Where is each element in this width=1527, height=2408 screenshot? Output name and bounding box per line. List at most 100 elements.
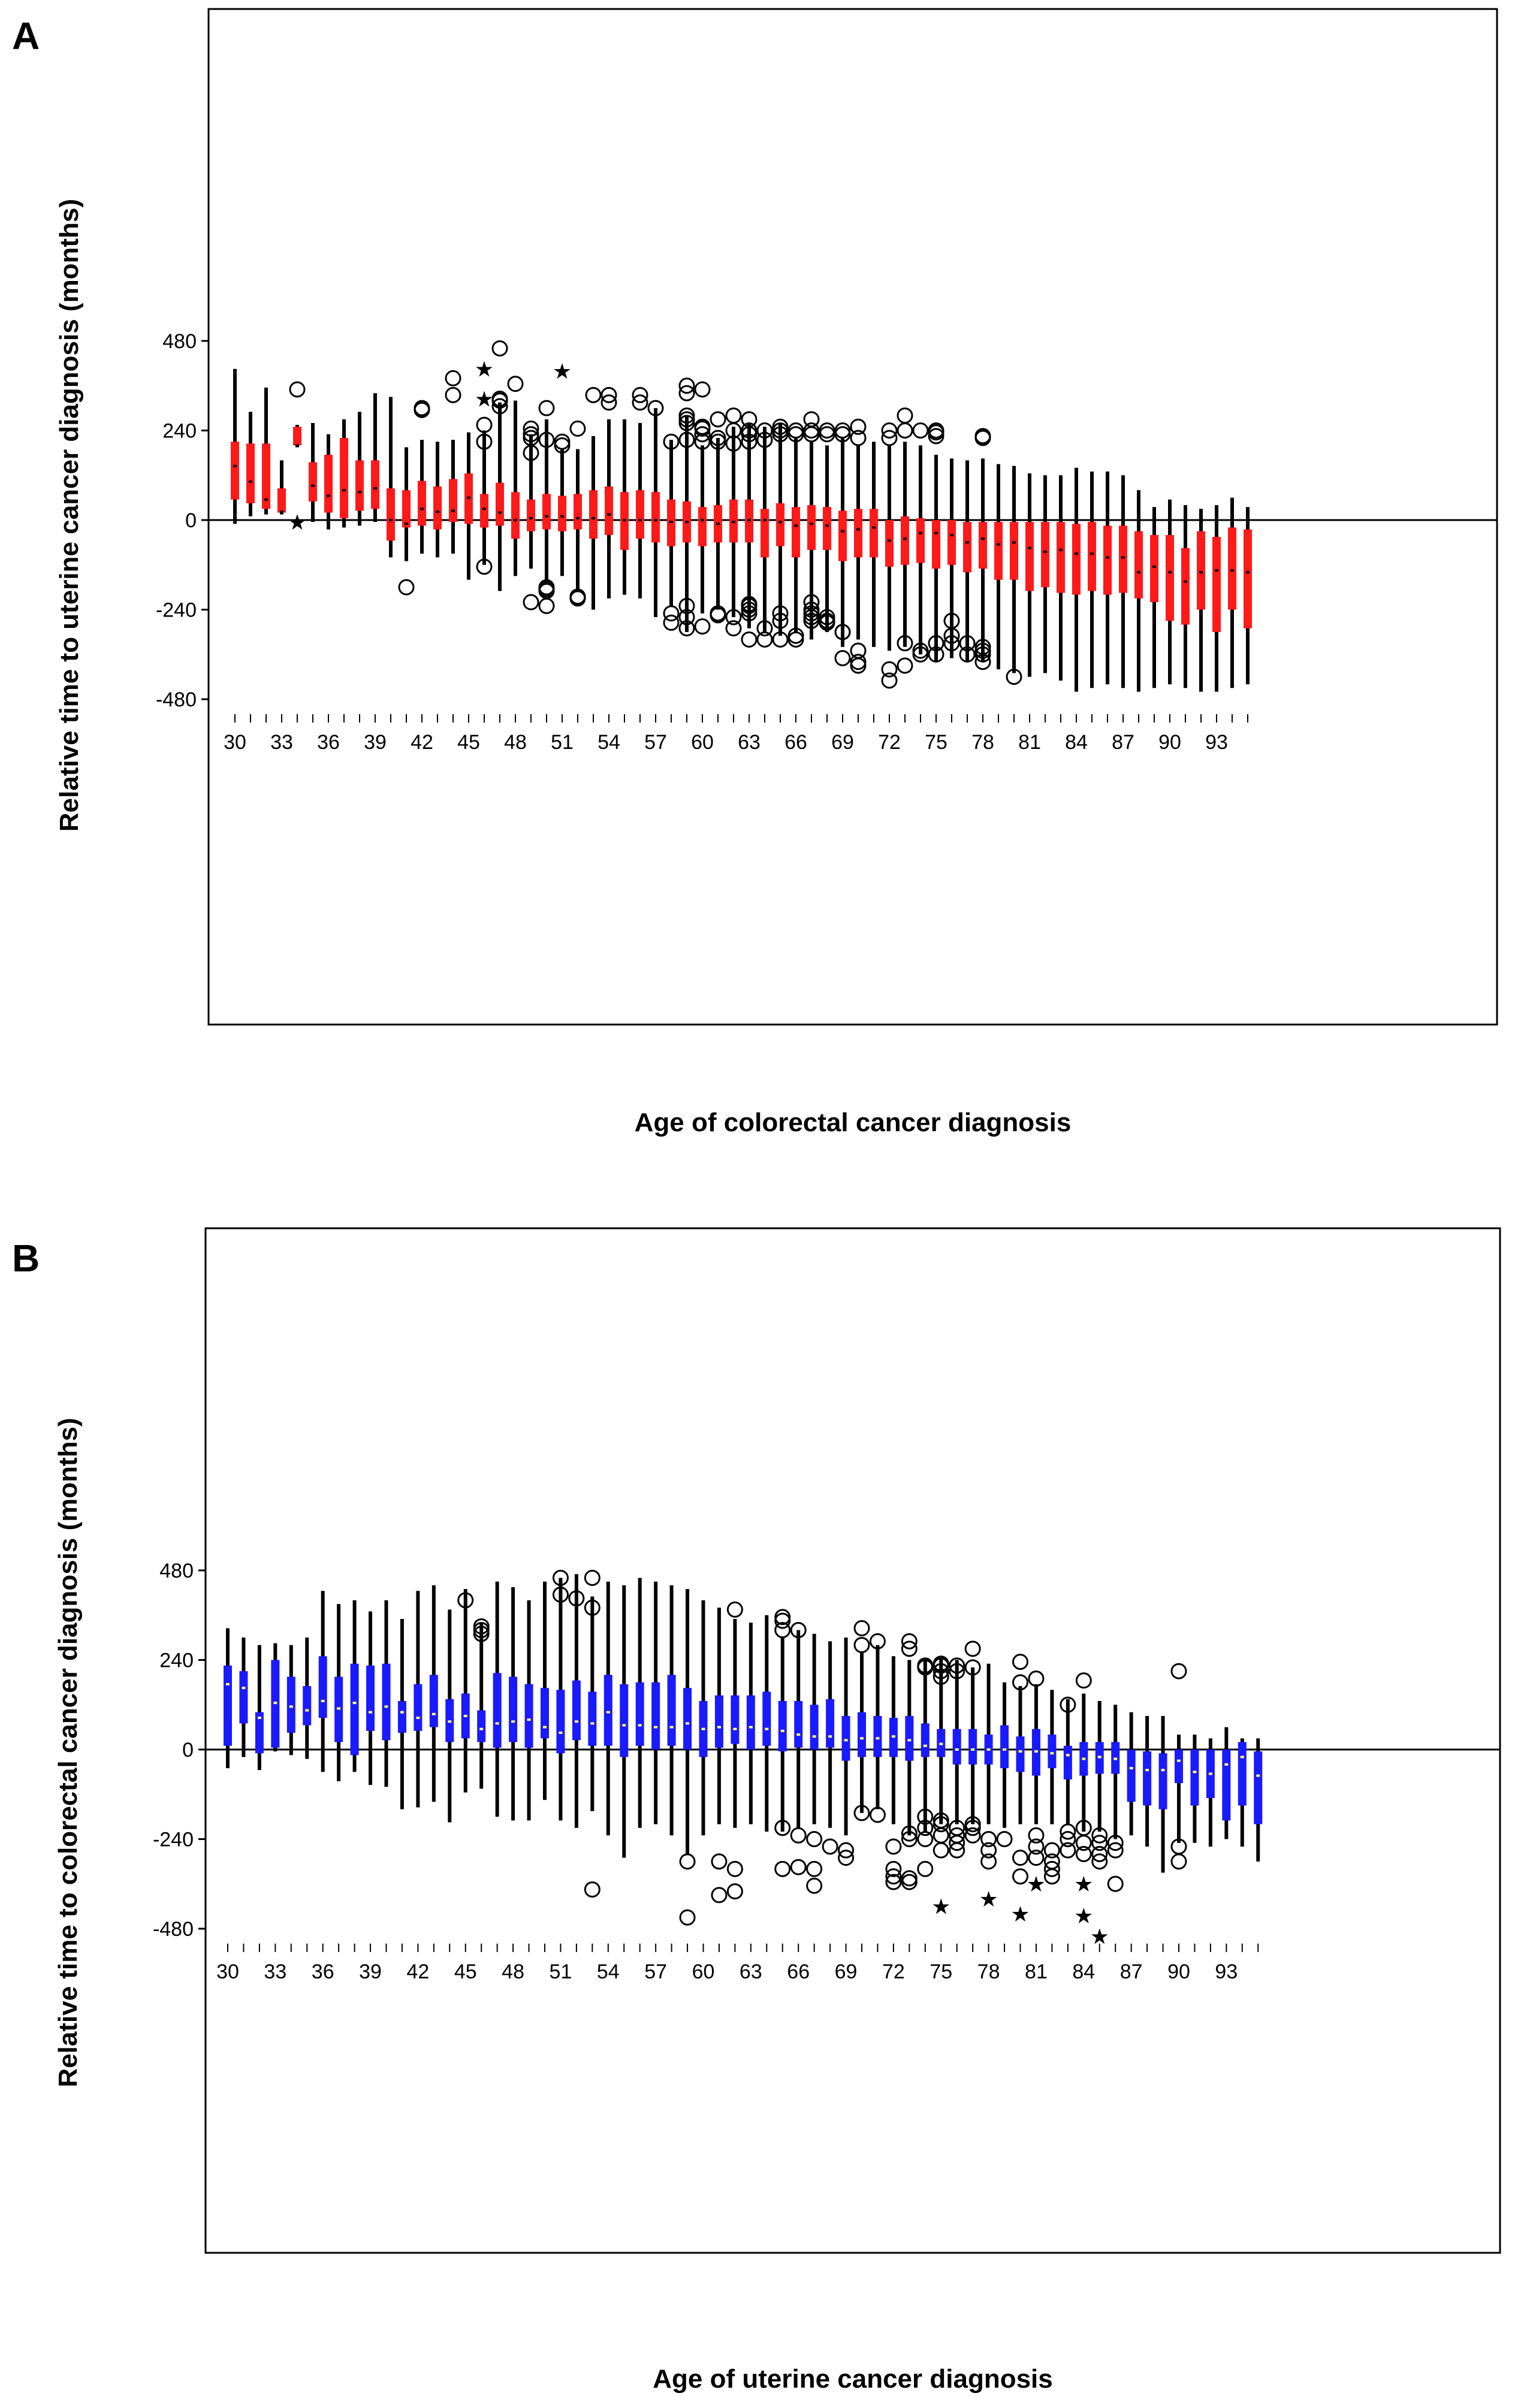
panel-b-iqr-box (1158, 1753, 1167, 1809)
panel-b-x-tick-label: 54 (597, 1960, 620, 1983)
panel-b-box-age-74 (921, 1660, 930, 1832)
panel-a-box-age-61 (714, 437, 722, 610)
panel-b-box-age-91 (1190, 1735, 1199, 1843)
panel-a-iqr-box (496, 482, 504, 526)
panel-b-box-age-32 (255, 1645, 264, 1771)
panel-a-box-age-90 (1166, 499, 1174, 685)
panel-a-iqr-box (1150, 534, 1158, 603)
panel-a-outlier-point (928, 646, 944, 663)
panel-a-box-age-49 (527, 434, 535, 569)
panel-b-iqr-box (556, 1690, 565, 1754)
panel-b-box-age-30 (224, 1628, 232, 1769)
panel-a-outlier-point (787, 426, 804, 443)
panel-a-box-age-66 (792, 437, 800, 632)
panel-b-iqr-box (1238, 1742, 1247, 1806)
panel-a-box-age-53 (589, 436, 597, 610)
panel-b-box-age-63 (746, 1623, 755, 1824)
panel-b-iqr-box (303, 1686, 312, 1726)
panel-a-iqr-box (1057, 522, 1065, 593)
panel-a: A ★ ★ ★ ★ 480 240 0 -240 -480 30 33 36 39 42 45 48 51 5… (12, 8, 1498, 1137)
panel-a-box-age-72 (885, 445, 894, 651)
panel-a-iqr-box (994, 522, 1003, 580)
panel-a-box-age-91 (1181, 505, 1190, 688)
panel-b-outlier-point (679, 1909, 696, 1926)
panel-b-outlier-point (1075, 1835, 1092, 1851)
panel-a-box-age-79 (994, 464, 1003, 670)
panel-b-box-age-69 (841, 1637, 850, 1836)
panel-a-outlier-point (943, 635, 960, 652)
panel-a-iqr-box (901, 516, 909, 565)
panel-b-outlier-point (1043, 1842, 1060, 1859)
panel-a-iqr-box (527, 499, 535, 531)
panel-b-iqr-box (651, 1682, 660, 1750)
panel-a-outlier-point (414, 400, 430, 416)
panel-a-box-age-80 (1010, 466, 1018, 673)
panel-b-outlier-point (949, 1657, 965, 1674)
panel-b-box-age-66 (794, 1630, 803, 1828)
panel-a-iqr-box (651, 492, 660, 543)
panel-b-box-age-38 (350, 1600, 359, 1772)
panel-a-outlier-point (819, 426, 835, 443)
panel-b-outlier-point (790, 1827, 807, 1844)
panel-a-outlier-point (959, 635, 976, 652)
panel-a-iqr-box (355, 460, 364, 511)
panel-b-outlier-point (964, 1659, 981, 1676)
panel-a-x-axis: 30 33 36 39 42 45 48 51 54 57 60 63 66 69 72 75 78 81 84 87… (224, 714, 1248, 754)
panel-b-box-age-39 (366, 1611, 375, 1785)
panel-a-x-tick-label: 81 (1018, 731, 1041, 754)
panel-b-x-tick-label: 60 (692, 1960, 715, 1983)
panel-b-outlier-point (473, 1618, 490, 1634)
panel-b-iqr-box (635, 1682, 644, 1746)
panel-b-outlier-point (552, 1569, 569, 1586)
panel-a-outlier-point (476, 558, 493, 575)
panel-b-outlier-point (584, 1569, 600, 1586)
panel-b-box-age-48 (509, 1587, 518, 1821)
panel-a-iqr-box (277, 488, 286, 513)
panel-a-extreme-point: ★ (475, 388, 494, 412)
panel-a-outlier-point (445, 386, 461, 403)
panel-a-iqr-box (916, 518, 925, 563)
panel-b-outlier-point (1028, 1827, 1045, 1844)
panel-b-iqr-box (1190, 1750, 1199, 1806)
panel-b-outlier-point (885, 1838, 902, 1855)
panel-b-outlier-point (1060, 1696, 1076, 1713)
panel-b-outlier-point (933, 1663, 949, 1679)
panel-b-x-axis-title: Age of uterine cancer diagnosis (653, 2364, 1053, 2394)
panel-b-box-age-44 (445, 1609, 454, 1823)
panel-a-outlier-point (819, 422, 835, 439)
panel-b-outlier-point (1107, 1835, 1124, 1851)
panel-a-iqr-box (1166, 534, 1174, 621)
panel-b-iqr-box (429, 1675, 438, 1727)
panel-b-outlier-point (1012, 1674, 1028, 1691)
panel-a-box-age-82 (1041, 475, 1049, 673)
panel-b-outlier-point (869, 1806, 886, 1823)
panel-a-outlier-point (710, 430, 726, 446)
panel-a-x-tick-label: 57 (644, 731, 667, 754)
panel-b-box-age-82 (1048, 1690, 1057, 1824)
panel-a-outlier-point (663, 614, 680, 631)
panel-a-outlier-point (523, 594, 539, 611)
panel-b-box-age-76 (952, 1660, 961, 1824)
panel-a-outlier-point (600, 386, 617, 403)
panel-b-outlier-point (1043, 1868, 1060, 1885)
panel-a-box-age-71 (870, 442, 878, 647)
panel-b-y-axis-title: Relative time to colorectal cancer diagn… (53, 1418, 83, 2087)
panel-b-box-age-80 (1016, 1686, 1025, 1824)
panel-b-outlier-point (774, 1622, 791, 1639)
panel-b-iqr-box (366, 1665, 375, 1731)
panel-b-iqr-box (509, 1676, 518, 1742)
panel-b-outlier-point (917, 1860, 934, 1877)
panel-a-outlier-point (803, 422, 820, 439)
panel-b-outliers: ★ ★★★ ★★★ (457, 1569, 1187, 1949)
panel-b-outlier-point (1170, 1663, 1187, 1679)
panel-b-outlier-point (457, 1592, 474, 1609)
panel-a-outlier-point (881, 422, 898, 439)
panel-a-outlier-point (741, 597, 758, 614)
panel-a-iqr-box (449, 479, 457, 522)
panel-a-outlier-point (850, 418, 867, 435)
panel-a-outlier-point (756, 620, 773, 637)
panel-a-outlier-point (803, 601, 820, 618)
panel-b-box-age-71 (873, 1645, 882, 1809)
